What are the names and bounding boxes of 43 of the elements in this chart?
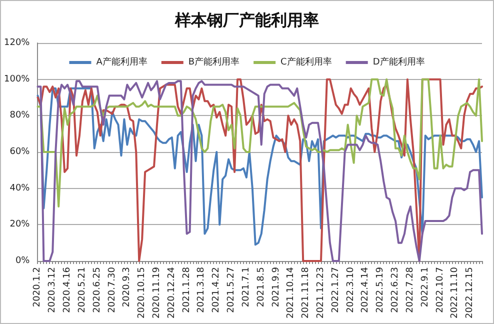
x-tick-label: 2020.10.15 <box>137 267 148 319</box>
x-tick-label: 2020.6.25 <box>92 267 102 313</box>
x-tick-label: 2022.3.10 <box>346 266 356 313</box>
x-tick-label: 2021.4.22 <box>212 267 222 313</box>
y-tick-label: 0% <box>15 256 30 266</box>
x-tick-label: 2020.5.21 <box>77 267 88 313</box>
x-tick-label: 2021.1.28 <box>182 266 192 313</box>
x-tick-label: 2020.3.12 <box>48 267 58 313</box>
x-tick-label: 2022.1.27 <box>330 267 341 313</box>
x-tick-label: 2022.10.7 <box>435 267 446 313</box>
x-tick-label: 2020.1.2 <box>32 267 43 308</box>
y-tick-label: 60% <box>10 147 30 157</box>
legend-label: B产能利用率 <box>188 56 240 68</box>
y-tick-label: 80% <box>10 110 30 121</box>
x-tick-label: 2022.6.23 <box>390 267 401 313</box>
x-tick-label: 2021.7.1 <box>241 267 252 308</box>
x-tick-label: 2022.4.14 <box>360 266 371 313</box>
x-tick-label: 2020.11.19 <box>152 266 162 319</box>
x-tick-label: 2021.12.23 <box>316 267 326 319</box>
x-tick-label: 2022.9.1 <box>420 267 430 308</box>
y-tick-label: 20% <box>10 220 30 230</box>
x-tick-label: 2021.8.5 <box>256 267 266 308</box>
chart-title: 样本钢厂产能利用率 <box>174 10 319 30</box>
x-tick-label: 2021.3.18 <box>196 266 207 313</box>
legend-label: C产能利用率 <box>280 56 332 68</box>
line-series <box>36 78 483 208</box>
x-tick-label: 2020.7.30 <box>107 266 118 313</box>
legend-label: A产能利用率 <box>96 56 148 68</box>
x-tick-label: 2020.12.24 <box>166 266 177 319</box>
x-tick-label: 2021.9.9 <box>271 266 282 308</box>
y-tick-label: 100% <box>4 74 30 84</box>
y-tick-label: 40% <box>10 183 30 194</box>
x-tick-label: 2022.12.15 <box>465 267 476 319</box>
x-tick-label: 2021.11.18 <box>301 266 312 319</box>
legend-label: D产能利用率 <box>372 56 425 68</box>
y-tick-label: 120% <box>4 38 30 48</box>
x-tick-label: 2022.11.10 <box>450 266 460 319</box>
x-tick-label: 2021.10.14 <box>286 266 296 319</box>
x-tick-label: 2022.5.19 <box>376 266 386 313</box>
x-tick-label: 2021.5.27 <box>226 267 237 313</box>
x-tick-label: 2022.7.28 <box>405 266 416 313</box>
x-tick-label: 2020.4.16 <box>62 266 73 313</box>
x-tick-label: 2020.9.3 <box>122 267 132 308</box>
